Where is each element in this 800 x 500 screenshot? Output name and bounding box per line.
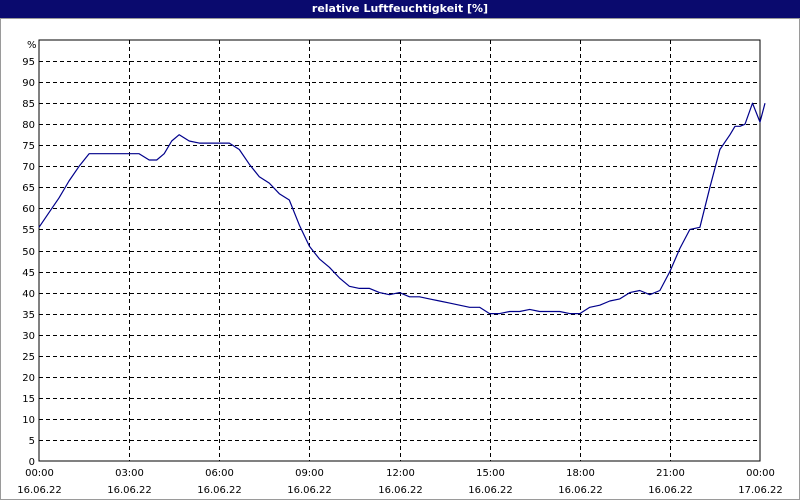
x-tick-time: 00:00 xyxy=(25,468,54,479)
y-tick-label: 20 xyxy=(22,373,35,384)
y-tick-label: 15 xyxy=(22,394,35,405)
x-tick-time: 09:00 xyxy=(295,468,324,479)
y-tick-label: 50 xyxy=(22,247,35,258)
y-tick-label: 5 xyxy=(29,436,35,447)
x-tick-date: 16.06.22 xyxy=(378,485,423,496)
x-tick-time: 21:00 xyxy=(656,468,685,479)
x-tick-time: 06:00 xyxy=(205,468,234,479)
y-tick-label: 25 xyxy=(22,352,35,363)
x-tick-date: 16.06.22 xyxy=(468,485,513,496)
x-tick-date: 16.06.22 xyxy=(648,485,693,496)
grid xyxy=(39,40,760,461)
y-tick-label: 70 xyxy=(22,162,35,173)
x-tick-time: 15:00 xyxy=(476,468,505,479)
chart-title: relative Luftfeuchtigkeit [%] xyxy=(0,0,800,18)
y-tick-label: 35 xyxy=(22,310,35,321)
y-tick-label: 40 xyxy=(22,289,35,300)
y-tick-label: 55 xyxy=(22,225,35,236)
x-tick-date: 16.06.22 xyxy=(287,485,332,496)
y-tick-label: 0 xyxy=(29,457,35,468)
x-tick-time: 03:00 xyxy=(115,468,144,479)
series xyxy=(38,102,766,315)
x-tick-time: 18:00 xyxy=(566,468,595,479)
x-tick-labels: 00:00 16.06.22 03:00 16.06.22 06:00 16.06.22 0… xyxy=(17,468,783,496)
y-tick-label: 30 xyxy=(22,331,35,342)
y-tick-label: 80 xyxy=(22,120,35,131)
x-tick-date: 16.06.22 xyxy=(17,485,62,496)
y-tick-label: 90 xyxy=(22,78,35,89)
y-tick-label: 95 xyxy=(22,57,35,68)
y-tick-label: 60 xyxy=(22,204,35,215)
x-tick-date: 16.06.22 xyxy=(107,485,152,496)
x-tick-date: 17.06.22 xyxy=(738,485,783,496)
y-axis-unit-label: % xyxy=(27,40,37,51)
x-tick-date: 16.06.22 xyxy=(558,485,603,496)
y-tick-labels: 0 5 10 15 20 25 30 35 40 45 50 55 60 65 70 75 80 85 90 95 xyxy=(22,57,35,468)
y-tick-label: 85 xyxy=(22,99,35,110)
y-tick-label: 65 xyxy=(22,183,35,194)
y-tick-label: 45 xyxy=(22,268,35,279)
x-tick-time: 00:00 xyxy=(746,468,775,479)
humidity-line xyxy=(38,102,766,315)
x-tick-date: 16.06.22 xyxy=(197,485,242,496)
x-tick-time: 12:00 xyxy=(386,468,415,479)
y-tick-label: 75 xyxy=(22,141,35,152)
plot-area-border xyxy=(38,39,761,462)
y-tick-label: 10 xyxy=(22,415,35,426)
